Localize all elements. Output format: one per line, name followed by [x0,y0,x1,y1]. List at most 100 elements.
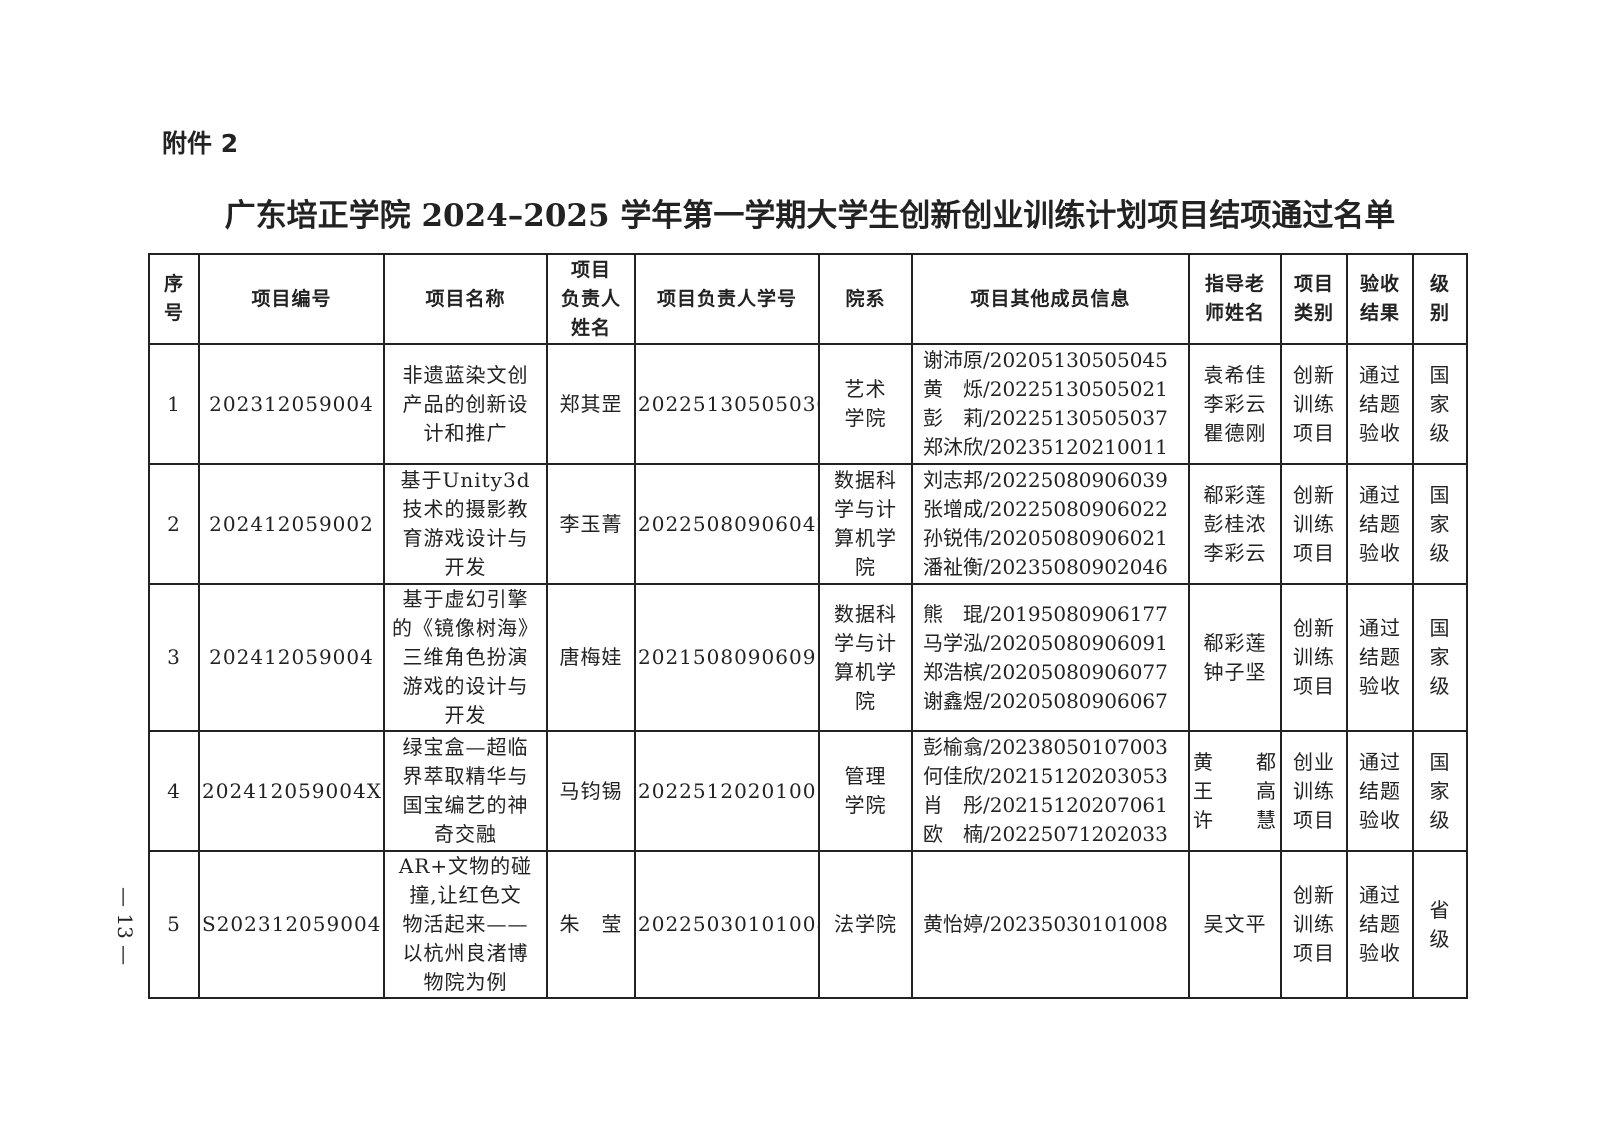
cell-text: 家 [1429,511,1451,536]
cell-text: AR+文物的碰 [398,854,533,878]
cell-text: 潘祉衡/20235080902046 [923,555,1168,579]
cell-text: 吴文平 [1203,912,1267,936]
header-text: 项目编号 [251,287,332,310]
cell-text: 彭 莉/20225130505037 [923,406,1168,430]
cell-result: 通过 结题 验收 [1346,463,1414,585]
cell-text: 基于虚幻引擎 [402,587,529,611]
cell-members: 彭榆翕/20238050107003 何佳欣/20215120203053 肖 彤/… [911,730,1190,852]
cell-text: 熊 琨/20195080906177 [923,601,1168,626]
cell-text: 黄 都 [1193,749,1277,774]
cell-text: 算机学 [834,659,897,684]
cell-text: 结题 [1359,645,1401,669]
cell-text: 开发 [444,703,487,727]
cell-leader: 朱 莹 [546,850,636,999]
cell-text: 学与计 [834,630,897,655]
cell-text: 数据科 [834,601,897,626]
cell-seq: 4 [148,730,200,852]
header-text: 项目 [1293,273,1334,295]
header-leader: 项目 负责人 姓名 [546,253,636,345]
cell-text: 欧 楠/20225071202033 [923,822,1168,846]
cell-text: 袁希佳 [1203,362,1267,387]
cell-code: S202312059004 [198,850,385,999]
cell-level: 国家级 [1412,583,1468,732]
header-category: 项目 类别 [1280,253,1348,345]
cell-text: 5 [167,912,181,936]
cell-text: 非遗蓝染文创 [402,362,529,387]
cell-text: 20225080906042 [638,511,819,536]
cell-members: 黄怡婷/20235030101008 [911,850,1190,999]
cell-text: 学院 [844,406,887,430]
cell-text: 家 [1429,391,1451,416]
header-text: 项目名称 [425,287,506,310]
cell-name: 非遗蓝染文创 产品的创新设 计和推广 [383,343,548,465]
cell-text: 创新 [1293,883,1335,907]
cell-leader: 马钧锡 [546,730,636,852]
cell-text: 创新 [1293,362,1335,387]
cell-text: 结题 [1359,912,1401,936]
cell-code: 202312059004 [198,343,385,465]
cell-leader: 李玉菁 [546,463,636,585]
cell-text: 马学泓/20205080906091 [923,630,1168,655]
cell-text: 马钧锡 [559,778,623,803]
cell-result: 通过 结题 验收 [1346,583,1414,732]
cell-text: 基于Unity3d [400,468,531,492]
cell-text: 验收 [1359,420,1401,445]
cell-text: 学与计 [834,497,897,521]
header-text: 姓名 [570,316,611,339]
header-text: 别 [1429,302,1450,324]
cell-text: 创业 [1293,749,1335,774]
cell-dept: 艺术 学院 [818,343,913,465]
cell-category: 创业 训练 项目 [1280,730,1348,852]
header-name: 项目名称 [383,253,548,345]
cell-text: 法学院 [834,912,897,936]
cell-leader-id: 20225130505030 [634,343,820,465]
cell-result: 通过 结题 验收 [1346,343,1414,465]
cell-text: 郗彩莲 [1203,630,1267,655]
cell-text: 级 [1429,807,1451,832]
cell-text: 管理 [844,764,887,788]
cell-text: 级 [1429,540,1451,565]
table-row: 1 202312059004 非遗蓝染文创 产品的创新设 计和推广 郑其罡 20225130… [148,343,1468,465]
cell-text: 彭桂浓 [1203,511,1267,536]
header-members: 项目其他成员信息 [911,253,1190,345]
header-text: 序 [163,273,184,295]
header-seq: 序号 [148,253,200,345]
cell-level: 国家级 [1412,730,1468,852]
cell-text: 奇交融 [434,822,497,846]
header-text: 验收 [1359,273,1400,295]
cell-text: 黄 烁/20225130505021 [923,377,1168,401]
cell-text: 艺术 [844,377,887,401]
page-number: — 13 — [113,887,137,966]
cell-text: 国 [1429,749,1451,774]
cell-text: 2 [167,511,181,536]
cell-members: 刘志邦/20225080906039 张增成/20225080906022 孙锐伟/… [911,463,1190,585]
cell-text: 瞿德刚 [1203,420,1267,445]
cell-text: 技术的摄影教 [402,497,529,521]
project-list-table: 序号项目编号 项目名称 项目 负责人 姓名 项目负责人学号 院系 项目其他成员信息 指导老 师姓名… [148,253,1468,999]
cell-name: AR+文物的碰 撞,让红色文 物活起来—— 以杭州良渚博 物院为例 [383,850,548,999]
cell-text: 院 [855,688,876,713]
cell-text: 李彩云 [1203,540,1267,565]
document-title: 广东培正学院 2024–2025 学年第一学期大学生创新创业训练计划项目结项通过… [224,198,1396,234]
cell-text: 物院为例 [423,970,508,994]
cell-text: 通过 [1359,362,1401,387]
cell-text: 开发 [444,555,487,579]
header-text: 指导老 [1204,273,1265,295]
header-text: 类别 [1293,302,1334,324]
cell-text: 级 [1429,674,1451,698]
header-text: 项目 [570,258,611,281]
cell-text: 张增成/20225080906022 [923,497,1168,521]
table-row: 2 202412059002 基于Unity3d 技术的摄影教 育游戏设计与 开发 李玉菁 2… [148,463,1468,585]
cell-text: 育游戏设计与 [402,526,529,550]
cell-members: 谢沛原/20205130505045 黄 烁/20225130505021 彭 莉/… [911,343,1190,465]
cell-text: 通过 [1359,616,1401,640]
cell-leader-id: 20225030101008 [634,850,820,999]
cell-text: 郑其罡 [559,391,623,416]
cell-text: 项目 [1293,674,1335,698]
cell-code: 202412059002 [198,463,385,585]
cell-text: 项目 [1293,941,1335,965]
header-code: 项目编号 [198,253,385,345]
cell-text: 家 [1429,645,1451,669]
cell-name: 基于虚幻引擎 的《镜像树海》 三维角色扮演 游戏的设计与 开发 [383,583,548,732]
cell-text: 20225130505030 [638,391,819,416]
